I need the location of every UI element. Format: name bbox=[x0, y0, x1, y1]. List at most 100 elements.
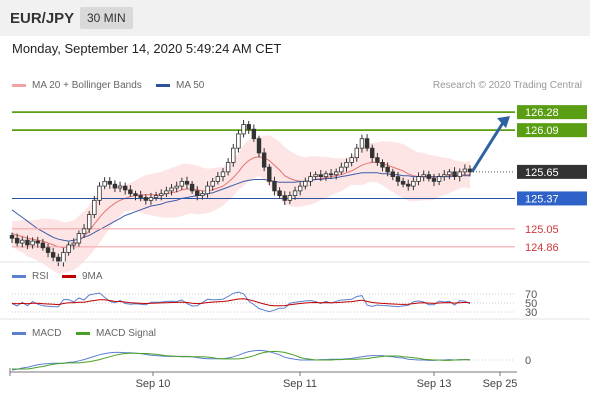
level-label-126.09: 126.09 bbox=[525, 125, 559, 137]
candle-body bbox=[76, 233, 82, 244]
level-label-126.28: 126.28 bbox=[525, 107, 559, 119]
candle-body bbox=[184, 180, 190, 185]
candle-body bbox=[112, 183, 118, 189]
candle-body bbox=[426, 174, 432, 179]
candle-body bbox=[452, 171, 457, 178]
ma20-line bbox=[11, 156, 470, 249]
candle-body bbox=[174, 185, 179, 189]
candle-body bbox=[123, 185, 128, 191]
candle-body bbox=[344, 161, 349, 168]
candle-body bbox=[375, 157, 380, 163]
candle-body bbox=[334, 171, 339, 176]
candle-body bbox=[297, 185, 303, 192]
level-tag-125.65 bbox=[517, 164, 587, 179]
candle-body bbox=[117, 185, 123, 189]
top-bar: EUR/JPY 30 MIN bbox=[0, 0, 590, 36]
level-tag-126.09 bbox=[517, 123, 587, 138]
candle-body bbox=[308, 176, 313, 182]
candle-body bbox=[210, 180, 215, 187]
candle-body bbox=[457, 171, 462, 178]
x-tick-label: Sep 11 bbox=[283, 378, 317, 390]
candle-body bbox=[313, 174, 318, 178]
candle-body bbox=[282, 195, 287, 201]
candle-body bbox=[92, 199, 97, 215]
forecast-arrow-head bbox=[497, 116, 510, 129]
candle-body bbox=[436, 176, 442, 182]
macd-tick-label: 0 bbox=[525, 355, 531, 367]
candle-body bbox=[251, 128, 257, 140]
rsi-tick-label: 70 bbox=[525, 289, 537, 301]
rsi-tick-label: 50 bbox=[525, 298, 537, 310]
candle-body bbox=[395, 176, 401, 182]
candle-body bbox=[148, 197, 154, 201]
candle-body bbox=[195, 190, 200, 197]
x-tick-label: Sep 25 bbox=[483, 378, 518, 390]
candle-body bbox=[205, 185, 210, 195]
rsi-line bbox=[11, 291, 471, 313]
candle-body bbox=[292, 190, 298, 197]
candle-body bbox=[339, 166, 344, 173]
candle-body bbox=[328, 173, 334, 176]
candle-body bbox=[406, 183, 411, 187]
legend-rsi: RSI bbox=[12, 271, 49, 282]
candle-body bbox=[189, 183, 195, 192]
candle-body bbox=[411, 180, 416, 187]
legend-macd: MACD bbox=[12, 328, 61, 339]
candle-body bbox=[97, 185, 102, 201]
level-tag-126.28 bbox=[517, 105, 587, 120]
candle-body bbox=[86, 214, 92, 230]
level-label-125.65: 125.65 bbox=[525, 167, 559, 179]
level-label-124.86: 124.86 bbox=[525, 242, 559, 254]
candle-body bbox=[102, 180, 107, 187]
candle-body bbox=[220, 171, 226, 178]
x-tick-label: Sep 10 bbox=[136, 378, 171, 390]
candle-body bbox=[179, 180, 185, 187]
timeframe-button[interactable]: 30 MIN bbox=[80, 7, 133, 29]
candle-body bbox=[400, 180, 406, 185]
candle-body bbox=[421, 174, 426, 178]
rsi-tick-label: 30 bbox=[525, 307, 537, 319]
candle-body bbox=[246, 124, 251, 130]
candle-body bbox=[159, 193, 164, 196]
candle-body bbox=[30, 240, 35, 246]
candle-body bbox=[349, 157, 354, 163]
candle-body bbox=[462, 168, 468, 173]
candle-body bbox=[364, 138, 370, 149]
candle-body bbox=[354, 147, 359, 159]
candle-body bbox=[236, 133, 241, 149]
candle-body bbox=[272, 180, 277, 192]
candle-body bbox=[45, 247, 51, 253]
candle-body bbox=[225, 161, 231, 173]
candle-body bbox=[81, 228, 87, 234]
candle-body bbox=[143, 197, 148, 201]
candle-body bbox=[277, 190, 282, 197]
level-tag-125.37 bbox=[517, 191, 587, 206]
candle-body bbox=[390, 171, 396, 178]
candle-body bbox=[153, 195, 159, 198]
candle-body bbox=[107, 180, 112, 185]
datetime-label: Monday, September 14, 2020 5:49:24 AM CE… bbox=[12, 41, 282, 56]
legend-ma-bb: MA 20 + Bollinger Bands bbox=[12, 80, 142, 91]
macd-signal-line bbox=[12, 350, 471, 370]
candle-body bbox=[231, 147, 236, 163]
candle-body bbox=[442, 174, 447, 178]
candle-body bbox=[164, 190, 169, 195]
legend-macd-signal: MACD Signal bbox=[76, 328, 156, 339]
candle-body bbox=[61, 252, 66, 263]
legend-9ma: 9MA bbox=[62, 271, 103, 282]
candle-body bbox=[14, 237, 20, 244]
candle-body bbox=[256, 138, 262, 154]
credit-label: Research © 2020 Trading Central bbox=[432, 80, 582, 91]
forecast-arrow bbox=[470, 120, 506, 173]
candle-body bbox=[9, 235, 15, 239]
candle-body bbox=[50, 252, 56, 258]
candle-body bbox=[370, 147, 375, 159]
candle-body bbox=[447, 171, 452, 176]
candle-body bbox=[128, 189, 133, 195]
candle-body bbox=[20, 239, 25, 244]
level-label-125.37: 125.37 bbox=[525, 193, 559, 205]
candle-body bbox=[241, 124, 246, 135]
candle-body bbox=[385, 166, 390, 173]
bollinger-band bbox=[12, 135, 470, 274]
